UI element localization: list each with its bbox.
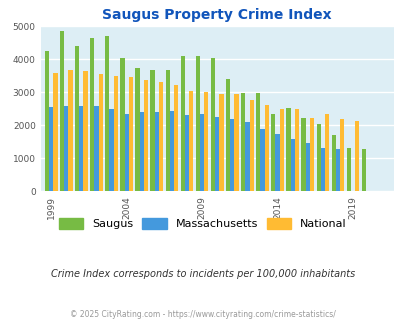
Bar: [128, 77, 133, 191]
Bar: [60, 31, 64, 191]
Bar: [158, 82, 163, 191]
Text: Crime Index corresponds to incidents per 100,000 inhabitants: Crime Index corresponds to incidents per…: [51, 269, 354, 279]
Bar: [305, 143, 309, 191]
Bar: [361, 149, 365, 191]
Bar: [143, 80, 148, 191]
Bar: [241, 93, 245, 191]
Bar: [316, 124, 320, 191]
Bar: [215, 117, 219, 191]
Bar: [275, 134, 279, 191]
Bar: [245, 122, 249, 191]
Bar: [226, 79, 230, 191]
Bar: [154, 112, 158, 191]
Bar: [68, 70, 72, 191]
Bar: [165, 70, 169, 191]
Bar: [200, 114, 204, 191]
Bar: [135, 68, 139, 191]
Bar: [204, 92, 208, 191]
Title: Saugus Property Crime Index: Saugus Property Crime Index: [102, 9, 331, 22]
Bar: [113, 76, 117, 191]
Text: © 2025 CityRating.com - https://www.cityrating.com/crime-statistics/: © 2025 CityRating.com - https://www.city…: [70, 310, 335, 319]
Bar: [75, 46, 79, 191]
Bar: [139, 112, 143, 191]
Bar: [294, 109, 298, 191]
Legend: Saugus, Massachusetts, National: Saugus, Massachusetts, National: [54, 214, 351, 234]
Bar: [249, 100, 253, 191]
Bar: [339, 119, 343, 191]
Bar: [346, 148, 350, 191]
Bar: [105, 36, 109, 191]
Bar: [301, 118, 305, 191]
Bar: [271, 114, 275, 191]
Bar: [331, 135, 335, 191]
Bar: [79, 106, 83, 191]
Bar: [98, 74, 102, 191]
Bar: [210, 58, 215, 191]
Bar: [120, 58, 124, 191]
Bar: [260, 129, 264, 191]
Bar: [90, 38, 94, 191]
Bar: [124, 114, 128, 191]
Bar: [49, 107, 53, 191]
Bar: [64, 106, 68, 191]
Bar: [264, 105, 268, 191]
Bar: [184, 115, 189, 191]
Bar: [279, 109, 283, 191]
Bar: [83, 71, 87, 191]
Bar: [320, 148, 324, 191]
Bar: [324, 114, 328, 191]
Bar: [150, 70, 154, 191]
Bar: [195, 56, 200, 191]
Bar: [219, 94, 223, 191]
Bar: [290, 139, 294, 191]
Bar: [45, 51, 49, 191]
Bar: [189, 91, 193, 191]
Bar: [53, 73, 58, 191]
Bar: [256, 93, 260, 191]
Bar: [169, 111, 174, 191]
Bar: [354, 121, 358, 191]
Bar: [94, 106, 98, 191]
Bar: [335, 149, 339, 191]
Bar: [234, 94, 238, 191]
Bar: [174, 85, 178, 191]
Bar: [286, 108, 290, 191]
Bar: [309, 118, 313, 191]
Bar: [230, 119, 234, 191]
Bar: [180, 56, 184, 191]
Bar: [109, 109, 113, 191]
